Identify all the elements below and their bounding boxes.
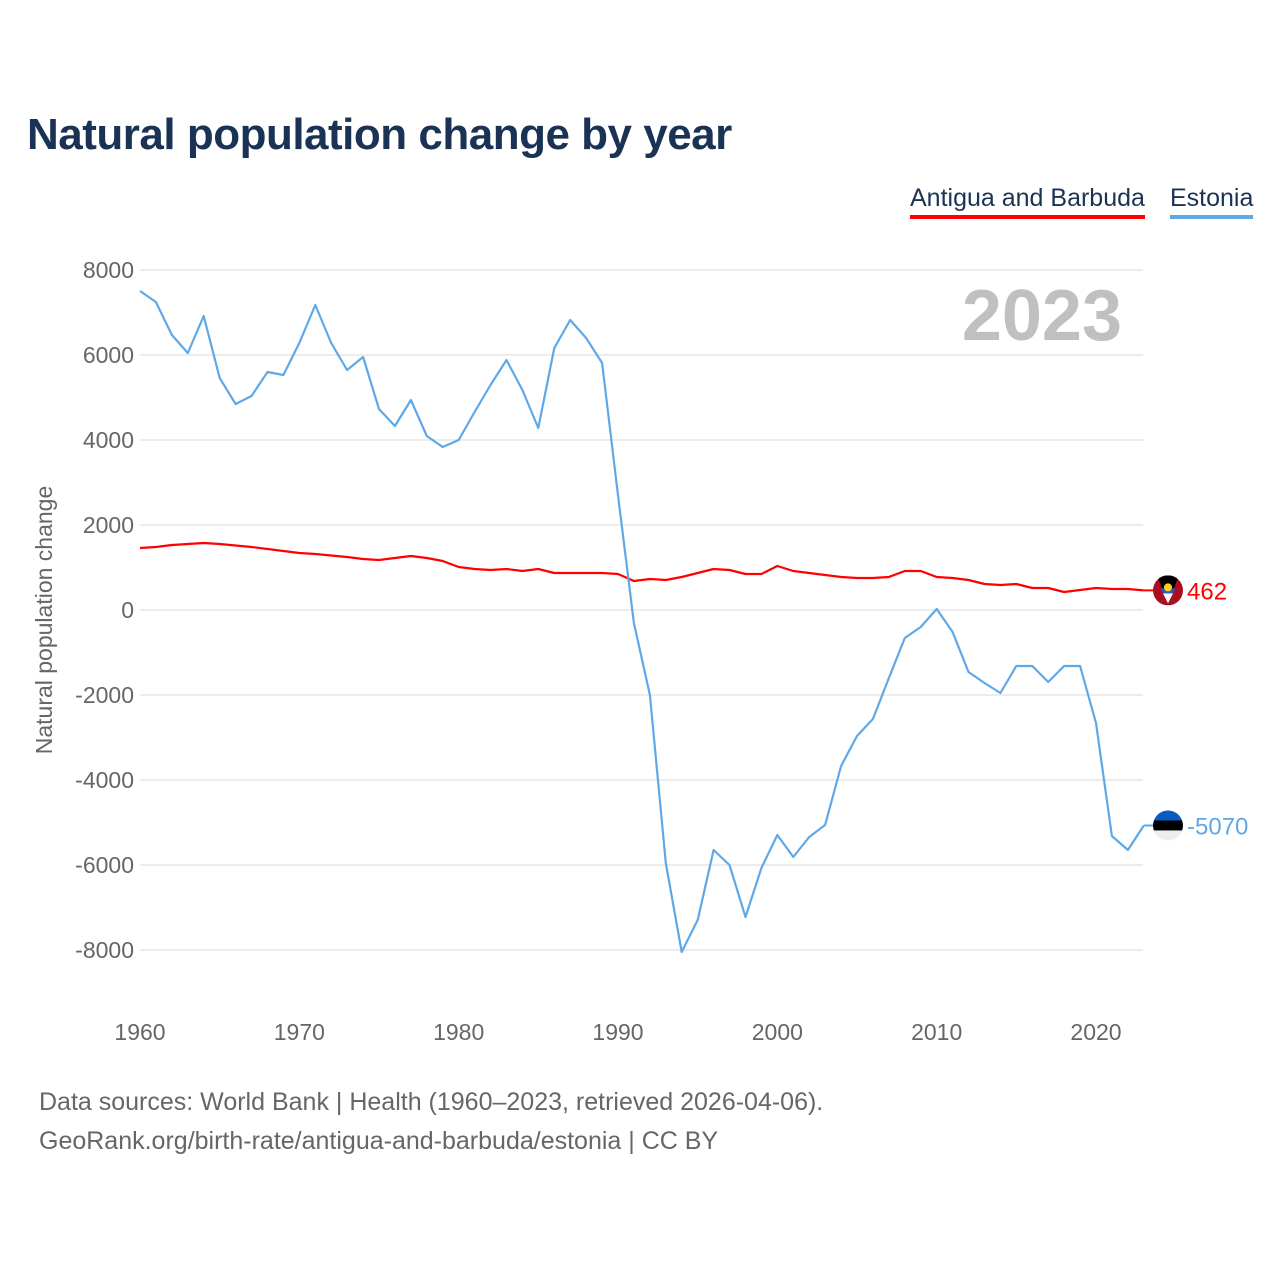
- antigua-flag-icon: [1153, 575, 1183, 606]
- year-watermark: 2023: [962, 276, 1122, 356]
- y-tick-label: 8000: [83, 257, 134, 283]
- x-tick-label: 1980: [433, 1019, 484, 1045]
- y-tick-label: 6000: [83, 342, 134, 368]
- y-tick-label: -2000: [75, 682, 134, 708]
- series-line-antigua-and-barbuda: [139, 541, 1144, 594]
- end-value-label: 462: [1187, 578, 1227, 605]
- x-tick-label: 2020: [1070, 1019, 1121, 1045]
- y-tick-label: -8000: [75, 937, 134, 963]
- y-tick-label: 4000: [83, 427, 134, 453]
- series-line-estonia: [139, 290, 1145, 954]
- estonia-flag-icon: [1153, 810, 1183, 841]
- end-value-label: -5070: [1187, 813, 1248, 840]
- source-line: Data sources: World Bank | Health (1960–…: [39, 1088, 824, 1116]
- y-tick-label: -6000: [75, 852, 134, 878]
- legend-estonia[interactable]: Estonia: [1170, 184, 1254, 219]
- x-tick-label: 1970: [274, 1019, 325, 1045]
- x-tick-label: 1960: [114, 1019, 165, 1045]
- x-tick-label: 2000: [752, 1019, 803, 1045]
- x-tick-label: 1990: [592, 1019, 643, 1045]
- y-tick-label: 2000: [83, 512, 134, 538]
- legend-antigua-and-barbuda[interactable]: Antigua and Barbuda: [910, 184, 1145, 219]
- y-axis-label: Natural population change: [31, 486, 57, 755]
- chart-title: Natural population change by year: [27, 110, 732, 159]
- x-tick-label: 2010: [911, 1019, 962, 1045]
- y-tick-label: 0: [121, 597, 134, 623]
- source-url[interactable]: GeoRank.org/birth-rate/antigua-and-barbu…: [39, 1127, 719, 1155]
- y-tick-label: -4000: [75, 767, 134, 793]
